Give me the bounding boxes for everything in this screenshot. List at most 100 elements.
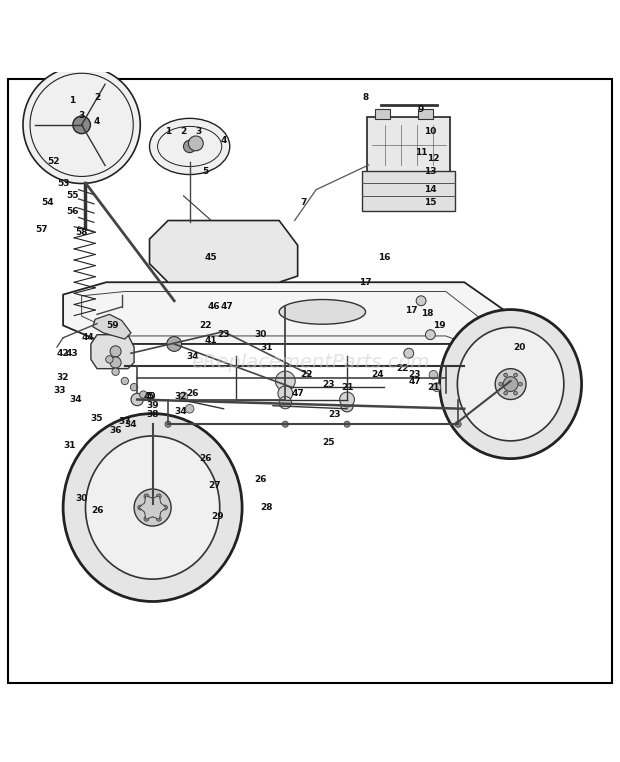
Text: 7: 7 bbox=[301, 197, 307, 207]
Circle shape bbox=[344, 421, 350, 427]
Text: 22: 22 bbox=[396, 364, 409, 373]
Text: 5: 5 bbox=[148, 392, 154, 401]
Text: 16: 16 bbox=[378, 253, 391, 262]
Text: 54: 54 bbox=[42, 197, 54, 207]
Circle shape bbox=[432, 383, 441, 392]
Circle shape bbox=[495, 369, 526, 399]
Text: 30: 30 bbox=[76, 494, 88, 503]
Text: 8: 8 bbox=[363, 92, 369, 101]
Ellipse shape bbox=[458, 328, 564, 441]
Text: 34: 34 bbox=[174, 408, 187, 416]
Circle shape bbox=[156, 517, 161, 521]
Text: 47: 47 bbox=[220, 303, 233, 312]
Circle shape bbox=[165, 421, 171, 427]
Circle shape bbox=[179, 392, 188, 401]
Text: 14: 14 bbox=[424, 185, 436, 194]
Text: 34: 34 bbox=[69, 395, 82, 404]
Circle shape bbox=[144, 494, 149, 499]
Text: 12: 12 bbox=[427, 154, 440, 163]
Text: 38: 38 bbox=[146, 411, 159, 419]
Polygon shape bbox=[139, 496, 166, 519]
Text: 23: 23 bbox=[218, 330, 230, 339]
Circle shape bbox=[416, 296, 426, 306]
Bar bbox=[418, 110, 433, 119]
Text: 9: 9 bbox=[418, 105, 424, 114]
Text: 21: 21 bbox=[427, 383, 440, 392]
Text: 55: 55 bbox=[66, 191, 79, 200]
Text: 4: 4 bbox=[94, 117, 100, 126]
Circle shape bbox=[514, 392, 517, 395]
Text: 32: 32 bbox=[174, 392, 187, 401]
Text: 25: 25 bbox=[322, 438, 335, 447]
Text: 26: 26 bbox=[187, 389, 199, 398]
Circle shape bbox=[279, 396, 291, 408]
Circle shape bbox=[134, 489, 171, 526]
Polygon shape bbox=[93, 315, 131, 339]
Text: 40: 40 bbox=[143, 392, 156, 401]
Circle shape bbox=[278, 386, 293, 401]
Ellipse shape bbox=[149, 118, 230, 174]
Text: 52: 52 bbox=[48, 158, 60, 166]
Circle shape bbox=[340, 392, 355, 407]
Text: 17: 17 bbox=[359, 277, 372, 287]
Circle shape bbox=[144, 517, 149, 521]
Ellipse shape bbox=[157, 126, 222, 167]
Circle shape bbox=[138, 505, 143, 510]
Circle shape bbox=[429, 370, 438, 379]
Text: 26: 26 bbox=[199, 453, 211, 463]
Text: 30: 30 bbox=[254, 330, 267, 339]
Circle shape bbox=[112, 368, 119, 376]
Text: 31: 31 bbox=[63, 441, 76, 450]
Circle shape bbox=[499, 383, 503, 386]
Ellipse shape bbox=[440, 309, 582, 459]
Text: 10: 10 bbox=[424, 126, 436, 136]
Text: 24: 24 bbox=[371, 370, 384, 379]
Circle shape bbox=[425, 330, 435, 340]
Text: 41: 41 bbox=[205, 336, 218, 345]
Text: 34: 34 bbox=[187, 352, 199, 361]
Text: 23: 23 bbox=[322, 379, 335, 389]
Circle shape bbox=[105, 356, 113, 363]
Circle shape bbox=[130, 383, 138, 391]
Text: 44: 44 bbox=[81, 333, 94, 342]
Bar bbox=[375, 110, 390, 119]
Text: 26: 26 bbox=[254, 475, 267, 485]
Text: 22: 22 bbox=[199, 321, 211, 330]
Circle shape bbox=[514, 373, 517, 377]
Text: 1: 1 bbox=[69, 96, 76, 104]
Circle shape bbox=[156, 494, 161, 499]
Text: 31: 31 bbox=[260, 343, 273, 351]
Text: 23: 23 bbox=[409, 370, 421, 379]
Circle shape bbox=[30, 73, 133, 177]
Circle shape bbox=[184, 140, 196, 152]
Text: 58: 58 bbox=[76, 229, 88, 238]
Circle shape bbox=[282, 421, 288, 427]
Text: 32: 32 bbox=[57, 373, 69, 383]
Polygon shape bbox=[149, 220, 298, 282]
Text: 59: 59 bbox=[106, 321, 119, 330]
Text: 57: 57 bbox=[35, 226, 48, 234]
Circle shape bbox=[162, 505, 167, 510]
Text: 28: 28 bbox=[260, 503, 273, 512]
Text: 15: 15 bbox=[424, 197, 436, 207]
Text: 35: 35 bbox=[91, 414, 104, 423]
Circle shape bbox=[23, 66, 140, 184]
Text: 43: 43 bbox=[66, 349, 79, 357]
Text: 39: 39 bbox=[146, 401, 159, 410]
Circle shape bbox=[341, 399, 353, 412]
Circle shape bbox=[455, 421, 461, 427]
Circle shape bbox=[167, 337, 182, 351]
Text: 1: 1 bbox=[165, 126, 171, 136]
Text: 29: 29 bbox=[211, 512, 224, 521]
Text: 26: 26 bbox=[91, 506, 104, 515]
Circle shape bbox=[121, 377, 128, 385]
Circle shape bbox=[503, 376, 518, 392]
Ellipse shape bbox=[63, 414, 242, 601]
Text: 47: 47 bbox=[291, 389, 304, 398]
Circle shape bbox=[131, 393, 143, 405]
Circle shape bbox=[518, 383, 522, 386]
Text: 2: 2 bbox=[94, 92, 100, 101]
Circle shape bbox=[275, 371, 295, 391]
Text: 17: 17 bbox=[405, 306, 418, 315]
Circle shape bbox=[504, 392, 508, 395]
